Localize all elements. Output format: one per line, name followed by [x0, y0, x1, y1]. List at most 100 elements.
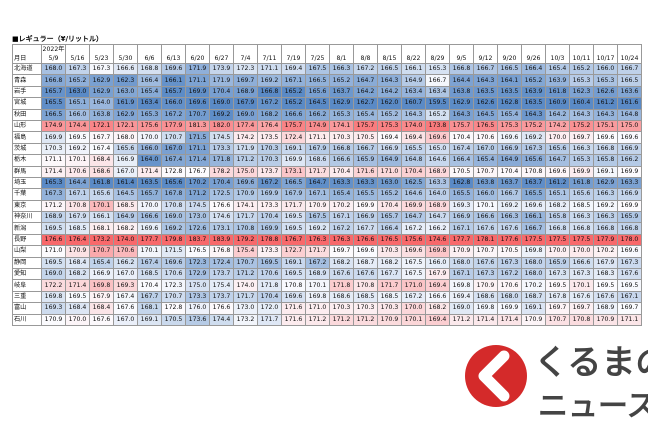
price-cell: 166.9	[113, 154, 138, 167]
prefecture: 三重	[12, 290, 42, 304]
price-cell: 165.7	[161, 85, 186, 99]
prefecture: 茨城	[12, 142, 42, 156]
price-cell: 168.9	[305, 268, 330, 281]
price-cell: 169.4	[425, 279, 450, 292]
price-cell: 168.5	[353, 290, 378, 304]
price-cell: 169.0	[209, 97, 234, 110]
price-cell: 167.1	[449, 222, 474, 235]
price-cell: 170.7	[161, 131, 186, 144]
price-cell: 166.0	[65, 108, 90, 121]
price-cell: 171.7	[257, 313, 282, 327]
price-cell: 169.6	[497, 131, 522, 144]
prefecture: 山形	[12, 119, 42, 133]
price-cell: 169.9	[281, 154, 306, 167]
price-cell: 165.5	[521, 188, 546, 201]
price-cell: 175.4	[233, 245, 258, 258]
prefecture: 神奈川	[12, 211, 42, 224]
price-cell: 169.6	[617, 131, 642, 144]
price-cell: 171.4	[137, 165, 162, 178]
price-cell: 169.4	[425, 313, 450, 327]
year-cell	[113, 44, 138, 54]
price-cell: 169.7	[569, 302, 594, 315]
price-cell: 172.3	[161, 279, 186, 292]
price-cell: 165.0	[425, 142, 450, 156]
price-cell: 170.5	[353, 131, 378, 144]
price-cell: 166.7	[521, 222, 546, 235]
price-cell: 169.6	[281, 290, 306, 304]
price-cell: 173.3	[257, 199, 282, 213]
price-cell: 168.2	[257, 108, 282, 121]
data-row: 山梨 171.0 170.9 170.7 170.6 170.1 171.5 176.5 176…	[12, 245, 642, 258]
prefecture: 秋田	[12, 108, 42, 121]
price-cell: 175.6	[137, 119, 162, 133]
year-cell	[593, 44, 618, 54]
price-cell: 169.9	[257, 222, 282, 235]
price-cell: 165.3	[569, 154, 594, 167]
data-row: 埼玉 165.3 164.4 161.8 161.4 163.5 165.6 170.2 170…	[12, 176, 642, 190]
price-cell: 176.7	[185, 165, 210, 178]
price-cell: 167.6	[569, 290, 594, 304]
price-cell: 170.4	[449, 131, 474, 144]
year-cell	[89, 44, 114, 54]
price-cell: 170.6	[161, 268, 186, 281]
price-cell: 167.1	[281, 74, 306, 87]
price-table: 2022年 月日 5/9 5/16 5/23 5/30 6/6 6/13 6/20 6/27 7/4…	[12, 44, 642, 327]
price-cell: 167.4	[161, 154, 186, 167]
price-cell: 166.6	[425, 290, 450, 304]
column-header: 8/29	[425, 54, 450, 64]
price-cell: 173.3	[185, 290, 210, 304]
price-cell: 168.9	[425, 199, 450, 213]
logo-arrow	[478, 350, 510, 402]
price-cell: 175.2	[569, 119, 594, 133]
price-cell: 167.5	[305, 62, 330, 76]
column-header: 8/15	[377, 54, 402, 64]
price-cell: 167.2	[401, 222, 426, 235]
year-cell	[161, 44, 186, 54]
price-cell: 176.3	[329, 233, 354, 247]
price-cell: 170.2	[521, 279, 546, 292]
price-cell: 166.6	[113, 62, 138, 76]
year-cell	[305, 44, 330, 54]
price-cell: 163.5	[497, 85, 522, 99]
price-cell: 163.4	[425, 85, 450, 99]
price-cell: 164.2	[545, 108, 570, 121]
price-cell: 167.3	[65, 62, 90, 76]
price-cell: 165.2	[281, 97, 306, 110]
price-cell: 166.6	[473, 211, 498, 224]
price-cell: 169.8	[449, 279, 474, 292]
prefecture: 千葉	[12, 188, 42, 201]
price-cell: 161.8	[545, 85, 570, 99]
logo-text: ニュース	[538, 389, 648, 424]
price-cell: 171.2	[329, 313, 354, 327]
price-cell: 166.2	[617, 154, 642, 167]
prefecture: 石川	[12, 313, 42, 327]
price-cell: 166.0	[161, 97, 186, 110]
price-cell: 165.2	[521, 74, 546, 87]
price-cell: 169.5	[545, 279, 570, 292]
price-cell: 167.4	[113, 290, 138, 304]
price-cell: 170.8	[353, 279, 378, 292]
price-cell: 170.3	[329, 302, 354, 315]
price-cell: 165.6	[545, 142, 570, 156]
price-cell: 169.6	[617, 245, 642, 258]
price-cell: 176.0	[185, 302, 210, 315]
price-cell: 168.5	[377, 290, 402, 304]
price-cell: 165.4	[89, 256, 114, 270]
price-cell: 170.8	[281, 279, 306, 292]
price-cell: 169.1	[281, 142, 306, 156]
price-cell: 168.0	[449, 256, 474, 270]
price-cell: 171.7	[305, 165, 330, 178]
logo-circle	[465, 345, 527, 407]
price-cell: 170.6	[113, 245, 138, 258]
price-cell: 170.9	[521, 313, 546, 327]
price-cell: 164.2	[377, 85, 402, 99]
price-cell: 166.1	[521, 211, 546, 224]
price-cell: 169.5	[65, 131, 90, 144]
price-cell: 169.2	[257, 74, 282, 87]
price-cell: 170.8	[65, 199, 90, 213]
price-cell: 171.8	[209, 154, 234, 167]
price-cell: 171.1	[41, 154, 66, 167]
price-cell: 168.0	[521, 256, 546, 270]
price-cell: 165.4	[329, 188, 354, 201]
price-cell: 166.9	[89, 268, 114, 281]
